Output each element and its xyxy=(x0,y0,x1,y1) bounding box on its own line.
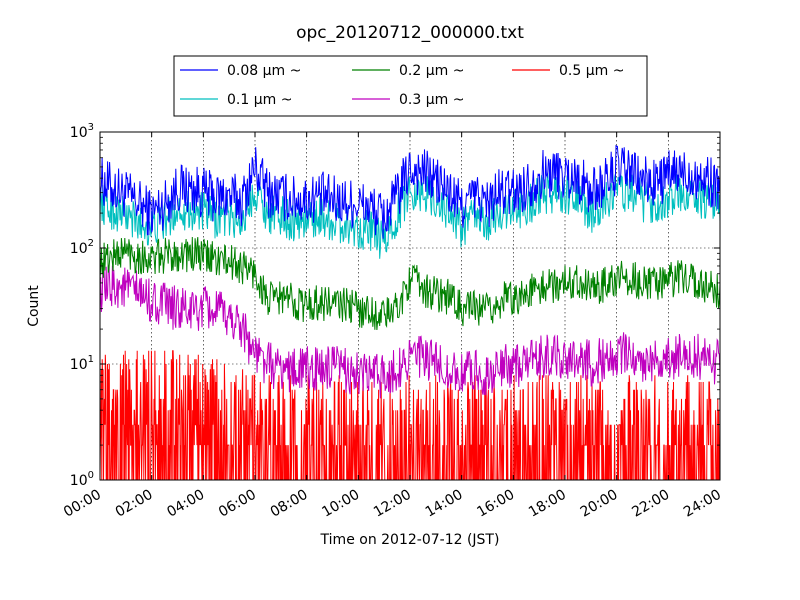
y-tick-label: 100 xyxy=(70,470,94,489)
x-axis-label: Time on 2012-07-12 (JST) xyxy=(320,532,500,548)
chart-title: opc_20120712_000000.txt xyxy=(296,23,524,43)
axis-ticks xyxy=(99,131,721,481)
y-tick-label: 102 xyxy=(70,238,94,257)
legend-label: 0.1 μm ~ xyxy=(227,92,292,108)
series-line xyxy=(100,236,720,331)
legend-label: 0.08 μm ~ xyxy=(227,63,301,79)
series-line xyxy=(100,264,720,399)
legend: 0.08 μm ~ 0.1 μm ~ 0.2 μm ~ 0.3 μm ~ 0.5 μm … xyxy=(173,55,648,117)
legend-label: 0.3 μm ~ xyxy=(399,92,464,108)
legend-box xyxy=(173,55,648,117)
series-line xyxy=(100,144,720,239)
series-line xyxy=(100,172,720,259)
legend-label: 0.5 μm ~ xyxy=(559,63,624,79)
legend-items: 0.08 μm ~ 0.1 μm ~ 0.2 μm ~ 0.3 μm ~ 0.5 μm … xyxy=(180,63,624,108)
plot-series xyxy=(100,144,720,480)
y-tick-label: 101 xyxy=(70,354,94,373)
y-axis-label: Count xyxy=(26,285,42,327)
y-tick-labels: 100 101 102 103 xyxy=(70,122,94,489)
y-tick-label: 103 xyxy=(70,122,94,141)
legend-label: 0.2 μm ~ xyxy=(399,63,464,79)
series-line xyxy=(100,350,720,480)
